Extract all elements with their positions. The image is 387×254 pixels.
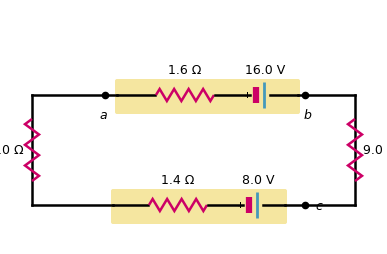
Text: 9.0 Ω: 9.0 Ω <box>363 144 387 156</box>
Text: 1.6 Ω: 1.6 Ω <box>168 64 202 77</box>
Text: 1.4 Ω: 1.4 Ω <box>161 174 195 187</box>
Text: +: + <box>243 91 250 101</box>
Text: c: c <box>315 200 322 214</box>
Text: 5.0 Ω: 5.0 Ω <box>0 144 24 156</box>
Text: 8.0 V: 8.0 V <box>242 174 274 187</box>
Text: 16.0 V: 16.0 V <box>245 64 285 77</box>
Text: a: a <box>99 109 107 122</box>
Text: b: b <box>303 109 311 122</box>
Text: +: + <box>236 201 243 211</box>
FancyBboxPatch shape <box>115 79 300 114</box>
FancyBboxPatch shape <box>111 189 287 224</box>
